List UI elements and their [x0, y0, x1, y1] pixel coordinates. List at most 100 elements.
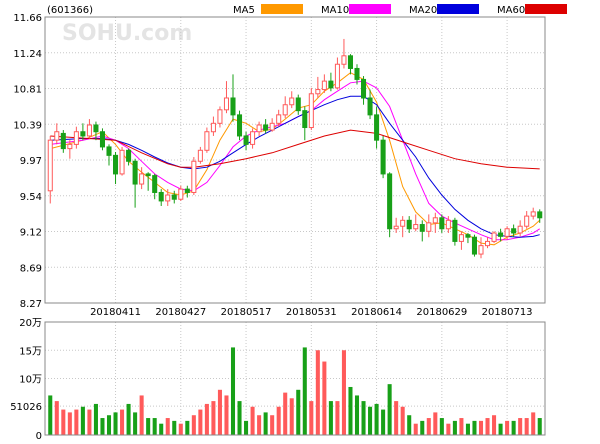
volume-bars — [48, 347, 542, 435]
candle-body — [263, 124, 269, 131]
candle-body — [99, 131, 105, 148]
candle-body — [465, 234, 471, 238]
candle-body — [139, 173, 145, 185]
volume-bar — [531, 412, 536, 435]
price-tick-label: 9.97 — [20, 156, 42, 167]
candle-body — [445, 219, 451, 230]
candle-body — [524, 215, 530, 227]
candle-body — [530, 211, 536, 217]
candle-body — [419, 224, 425, 232]
candle-body — [60, 132, 66, 150]
candle-body — [47, 139, 53, 192]
volume-bar — [263, 412, 268, 435]
volume-bar — [48, 395, 53, 435]
volume-bar — [341, 350, 346, 435]
volume-bar — [420, 420, 425, 435]
date-tick-label: 20180531 — [286, 307, 337, 318]
volume-bar — [289, 398, 294, 435]
volume-tick-label: 20万 — [19, 318, 42, 329]
volume-bar — [485, 418, 490, 435]
candle-body — [354, 67, 360, 80]
volume-bar — [276, 406, 281, 435]
volume-bar — [452, 420, 457, 435]
candle-body — [171, 194, 177, 200]
candle-body — [302, 110, 308, 129]
volume-bar — [146, 418, 151, 435]
volume-bar — [465, 423, 470, 435]
volume-bar — [309, 401, 314, 435]
date-tick-label: 20180517 — [221, 307, 272, 318]
volume-bar — [446, 423, 451, 435]
candle-body — [67, 143, 73, 150]
volume-tick-label: 10万 — [19, 375, 42, 386]
volume-bar — [178, 423, 183, 435]
candle-body — [308, 93, 314, 129]
candle-body — [361, 78, 367, 99]
volume-bar — [511, 420, 516, 435]
volume-bar — [244, 420, 249, 435]
price-tick-label: 9.54 — [20, 192, 42, 203]
volume-bar — [100, 418, 105, 435]
candle-body — [367, 97, 373, 116]
candle-body — [223, 97, 229, 111]
volume-bar — [257, 415, 262, 435]
volume-bar — [335, 401, 340, 435]
volume-bar — [93, 403, 98, 435]
volume-grid — [45, 322, 545, 435]
volume-bar — [133, 412, 138, 435]
volume-tick-label: 0 — [36, 431, 42, 440]
volume-bar — [328, 401, 333, 435]
date-tick-label: 20180629 — [416, 307, 467, 318]
price-tick-label: 8.69 — [20, 263, 42, 274]
candle-body — [413, 224, 419, 230]
candle-body — [432, 217, 438, 224]
volume-bar — [368, 406, 373, 435]
candle-body — [158, 191, 164, 202]
volume-bar — [426, 418, 431, 435]
date-tick-label: 20180614 — [351, 307, 402, 318]
volume-bar — [433, 412, 438, 435]
volume-bar — [237, 401, 242, 435]
volume-bar — [191, 415, 196, 435]
volume-bar — [74, 409, 79, 435]
volume-bar — [361, 401, 366, 435]
date-tick-label: 20180427 — [155, 307, 206, 318]
candle-body — [498, 232, 504, 237]
volume-bar — [315, 350, 320, 435]
price-tick-label: 11.24 — [13, 49, 42, 60]
stock-code: (601366) — [47, 5, 93, 16]
volume-bar — [492, 415, 497, 435]
candle-body — [73, 131, 79, 145]
watermark: SOHU.com — [62, 21, 192, 46]
candle-body — [204, 131, 210, 151]
candle-body — [80, 131, 86, 137]
candle-body — [119, 149, 125, 175]
volume-tick-label: 51026 — [10, 402, 42, 413]
candle-body — [380, 139, 386, 175]
candle-body — [295, 97, 301, 112]
candle-body — [276, 114, 282, 124]
volume-bar — [172, 420, 177, 435]
candle-body — [243, 135, 249, 145]
date-tick-label: 20180411 — [90, 307, 141, 318]
candle-body — [491, 232, 497, 242]
candle-body — [217, 109, 223, 124]
candles — [47, 38, 543, 259]
volume-bar — [165, 418, 170, 435]
volume-bar — [524, 418, 529, 435]
volume-bar — [211, 401, 216, 435]
candle-body — [511, 228, 517, 234]
candle-body — [93, 124, 99, 133]
volume-bar — [302, 347, 307, 435]
candle-body — [113, 154, 119, 175]
candle-body — [126, 149, 132, 162]
candle-body — [191, 160, 197, 193]
legend-label-ma60: MA60 — [497, 5, 525, 16]
volume-bar — [374, 403, 379, 435]
volume-bar — [230, 347, 236, 435]
candle-body — [282, 104, 288, 116]
volume-bar — [113, 412, 118, 435]
candle-body — [230, 97, 236, 116]
volume-bar — [126, 403, 131, 435]
